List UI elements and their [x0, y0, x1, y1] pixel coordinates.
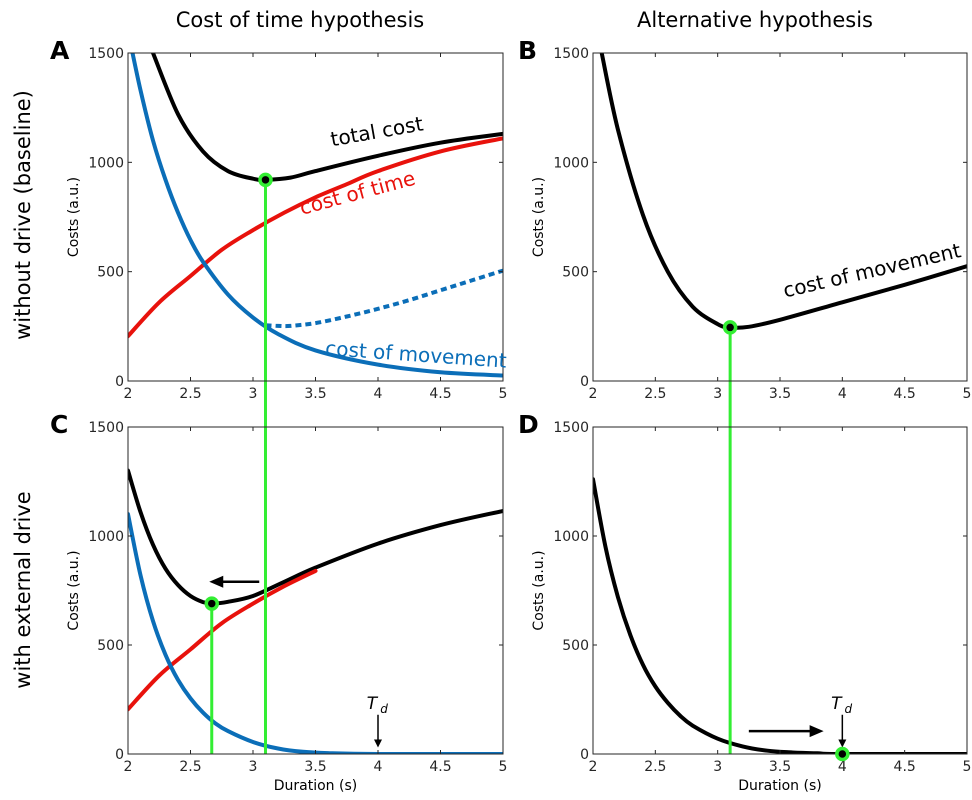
series-c-cost-of-movement-line: [128, 512, 503, 754]
x-tick-label-a-1: 2.5: [179, 386, 201, 402]
y-tick-label-b-2: 1000: [553, 155, 589, 171]
y-tick-label-c-1: 500: [97, 638, 124, 654]
series-a-cost-of-movement-line: [130, 53, 503, 378]
series-d-cost-of-movement-line: [593, 477, 967, 754]
optimum-marker-d: [835, 746, 850, 762]
td-label-d: T: [831, 694, 843, 714]
x-tick-label-a-5: 4.5: [429, 386, 451, 402]
y-tick-label-c-2: 1000: [88, 529, 124, 545]
y-tick-label-a-2: 1000: [88, 155, 124, 171]
y-tick-label-a-0: 0: [115, 374, 124, 390]
panel-a: 2 2.5 3 3.5 4 4.5 5 0 500 1000 1500 Costs (a.u.) tot…: [66, 46, 508, 402]
x-tick-label-a-6: 5: [499, 386, 508, 402]
series-a-total-cost-line: [151, 53, 503, 182]
td-subscript-c: d: [380, 702, 388, 716]
curve-label-a-2: cost of movement: [325, 336, 508, 373]
curves-c: [128, 468, 503, 754]
y-tick-label-d-2: 1000: [553, 529, 589, 545]
td-arrow-head-d: [838, 739, 847, 748]
x-tick-label-c-0: 2: [124, 759, 133, 775]
x-tick-label-d-5: 4.5: [894, 759, 916, 775]
y-tick-label-d-3: 1500: [553, 420, 589, 436]
y-tick-label-d-1: 500: [562, 638, 589, 654]
x-tick-label-d-6: 5: [963, 759, 972, 775]
curve-label-a-1: cost of time: [297, 166, 418, 220]
x-tick-label-d-4: 4: [838, 759, 847, 775]
y-axis-label-b: Costs (a.u.): [531, 177, 547, 257]
x-axis-label-d: Duration (s): [738, 778, 821, 794]
curve-label-a-0: total cost: [329, 111, 425, 151]
curves-d: [593, 477, 967, 754]
x-tick-label-b-0: 2: [589, 386, 598, 402]
x-tick-label-b-1: 2.5: [644, 386, 666, 402]
axes-box-d: [592, 426, 968, 755]
series-a-cost-of-time-line: [128, 136, 503, 339]
panel-letter-a: A: [50, 36, 70, 65]
axes-box-b: [592, 52, 968, 382]
panel-letter-b: B: [518, 36, 538, 65]
panel-letter-d: D: [518, 410, 539, 439]
y-tick-label-b-3: 1500: [553, 46, 589, 62]
y-tick-label-a-3: 1500: [88, 46, 124, 62]
x-tick-label-b-5: 4.5: [894, 386, 916, 402]
x-tick-label-a-4: 4: [374, 386, 383, 402]
optimum-marker-b: [722, 320, 738, 335]
x-axis-label-c: Duration (s): [274, 778, 357, 794]
x-tick-label-b-4: 4: [838, 386, 847, 402]
series-c-cost-of-time-line: [128, 568, 318, 712]
x-tick-label-c-3: 3.5: [304, 759, 326, 775]
y-axis-label-a: Costs (a.u.): [66, 177, 82, 257]
x-tick-label-a-0: 2: [124, 386, 133, 402]
shift-arrow-head-c-0: [209, 575, 224, 588]
panel-d: 2 2.5 3 3.5 4 4.5 5 0 500 1000 1500 Costs (a.u.) Dur…: [531, 387, 971, 794]
td-label-c: T: [367, 694, 379, 714]
x-tick-label-c-2: 3: [249, 759, 258, 775]
column-title-alternative: Alternative hypothesis: [637, 8, 873, 32]
series-c-total-cost-line: [128, 468, 503, 606]
x-tick-label-b-2: 3: [713, 386, 722, 402]
x-tick-label-a-2: 3: [249, 386, 258, 402]
x-tick-label-b-6: 5: [963, 386, 972, 402]
column-title-cost-of-time: Cost of time hypothesis: [175, 8, 425, 32]
td-arrow-head-c: [374, 739, 382, 748]
panel-letter-c: C: [50, 410, 69, 439]
x-tick-label-d-3: 3.5: [769, 759, 791, 775]
series-a-blue-dashed-line: [265, 268, 503, 329]
y-tick-label-c-3: 1500: [88, 420, 124, 436]
td-subscript-d: d: [845, 702, 853, 716]
x-tick-label-c-5: 4.5: [429, 759, 451, 775]
x-tick-label-d-2: 3: [713, 759, 722, 775]
x-tick-label-b-3: 3.5: [769, 386, 791, 402]
y-axis-label-c: Costs (a.u.): [66, 550, 82, 630]
axes-box-a: [127, 52, 504, 382]
y-tick-label-b-0: 0: [580, 374, 589, 390]
x-tick-label-c-6: 5: [499, 759, 508, 775]
y-tick-label-c-0: 0: [115, 747, 124, 763]
optimum-marker-a: [258, 172, 273, 188]
panel-c: 2 2.5 3 3.5 4 4.5 5 0 500 1000 1500 Costs (a.u.) Dur…: [66, 387, 507, 794]
x-tick-label-d-0: 2: [589, 759, 598, 775]
optimum-marker-c: [204, 596, 219, 611]
shift-arrow-head-d-0: [809, 725, 824, 738]
y-tick-label-b-1: 500: [562, 265, 589, 281]
x-tick-label-c-1: 2.5: [179, 759, 201, 775]
x-tick-label-c-4: 4: [374, 759, 383, 775]
x-tick-label-a-3: 3.5: [304, 386, 326, 402]
x-tick-label-d-1: 2.5: [644, 759, 666, 775]
y-tick-label-a-1: 500: [97, 265, 124, 281]
y-tick-label-d-0: 0: [580, 747, 589, 763]
y-axis-label-d: Costs (a.u.): [531, 550, 547, 630]
